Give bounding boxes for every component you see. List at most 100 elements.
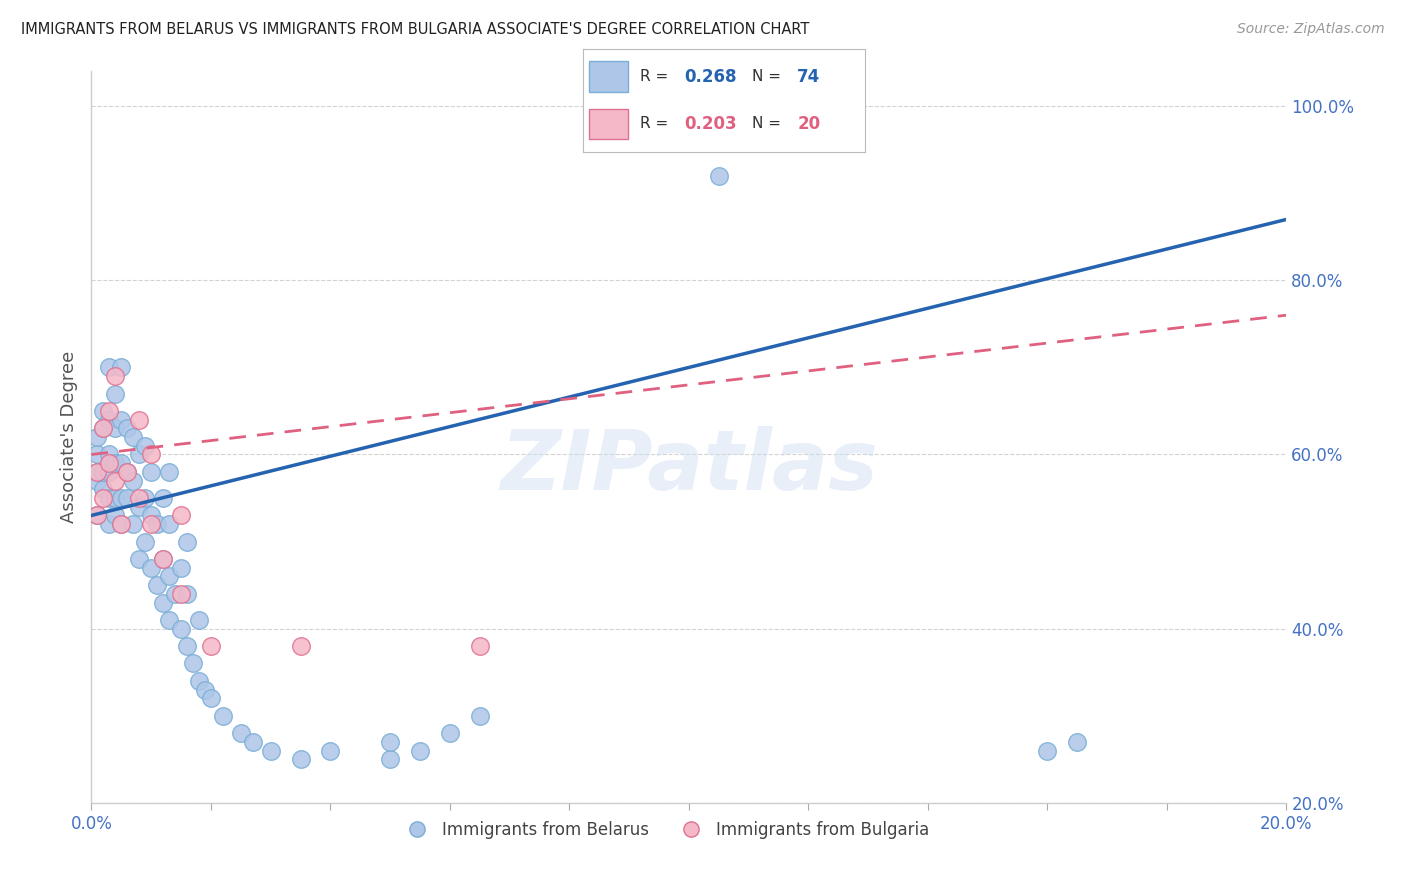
Text: 74: 74 (797, 68, 821, 86)
Point (98, 404, 121, 418)
Point (200, 691, 222, 706)
Point (152, 595, 174, 609)
Text: N =: N = (752, 70, 786, 84)
Point (157, 517, 180, 532)
Text: R =: R = (640, 117, 673, 131)
Point (115, 465, 138, 479)
Point (141, 448, 163, 462)
Point (93, 421, 115, 435)
Point (163, 587, 186, 601)
Point (1066, 735, 1088, 749)
Point (93, 491, 115, 505)
Point (200, 639, 222, 653)
Point (93, 421, 115, 435)
Point (104, 474, 127, 488)
Text: R =: R = (640, 70, 673, 84)
Point (86, 430, 108, 444)
Point (229, 726, 252, 740)
Point (104, 508, 127, 523)
Point (86, 508, 108, 523)
Point (104, 456, 127, 470)
Point (170, 622, 193, 636)
Point (409, 743, 432, 757)
Legend: Immigrants from Belarus, Immigrants from Bulgaria: Immigrants from Belarus, Immigrants from… (394, 814, 936, 846)
Point (110, 456, 132, 470)
Point (211, 708, 233, 723)
Point (115, 465, 138, 479)
Point (468, 708, 491, 723)
Point (170, 587, 193, 601)
Point (290, 639, 312, 653)
Point (259, 743, 281, 757)
Point (141, 560, 163, 574)
Text: IMMIGRANTS FROM BELARUS VS IMMIGRANTS FROM BULGARIA ASSOCIATE'S DEGREE CORRELATI: IMMIGRANTS FROM BELARUS VS IMMIGRANTS FR… (21, 22, 810, 37)
Point (242, 735, 264, 749)
Point (98, 448, 121, 462)
Point (98, 491, 121, 505)
Point (93, 465, 115, 479)
Text: 0.203: 0.203 (685, 115, 737, 133)
Point (468, 639, 491, 653)
Point (128, 552, 150, 566)
Point (98, 465, 121, 479)
Point (152, 491, 174, 505)
Point (104, 386, 127, 401)
Point (181, 657, 204, 671)
Point (176, 534, 198, 549)
Point (439, 726, 461, 740)
Text: 0.268: 0.268 (685, 68, 737, 86)
Bar (589, 109, 628, 139)
Point (110, 412, 132, 426)
Point (134, 491, 156, 505)
Point (707, 169, 730, 183)
Point (152, 552, 174, 566)
Point (93, 404, 115, 418)
Point (86, 448, 108, 462)
Point (176, 639, 198, 653)
Text: ZIPatlas: ZIPatlas (501, 425, 877, 507)
Point (152, 552, 174, 566)
Point (176, 587, 198, 601)
Point (122, 517, 145, 532)
Point (104, 369, 127, 384)
Point (110, 517, 132, 532)
Point (170, 560, 193, 574)
Point (115, 421, 138, 435)
Point (380, 735, 402, 749)
Point (146, 578, 169, 592)
Point (170, 508, 193, 523)
Point (194, 682, 217, 697)
Point (141, 508, 163, 523)
Point (128, 500, 150, 514)
Point (146, 517, 169, 532)
Point (122, 474, 145, 488)
Point (380, 752, 402, 766)
Point (1036, 743, 1059, 757)
Point (319, 743, 342, 757)
Point (110, 491, 132, 505)
Point (122, 430, 145, 444)
Point (128, 412, 150, 426)
Point (188, 673, 211, 688)
Point (86, 465, 108, 479)
Point (104, 491, 127, 505)
Point (128, 448, 150, 462)
Point (98, 412, 121, 426)
Point (115, 491, 138, 505)
Point (157, 569, 180, 583)
Point (157, 613, 180, 627)
Point (134, 534, 156, 549)
Point (93, 483, 115, 497)
Point (110, 517, 132, 532)
Point (110, 360, 132, 375)
Point (104, 421, 127, 435)
Point (98, 456, 121, 470)
Bar (589, 62, 628, 92)
Point (188, 613, 211, 627)
Text: 20: 20 (797, 115, 820, 133)
Point (141, 465, 163, 479)
Point (290, 752, 312, 766)
Point (86, 465, 108, 479)
Text: Source: ZipAtlas.com: Source: ZipAtlas.com (1237, 22, 1385, 37)
Point (128, 491, 150, 505)
